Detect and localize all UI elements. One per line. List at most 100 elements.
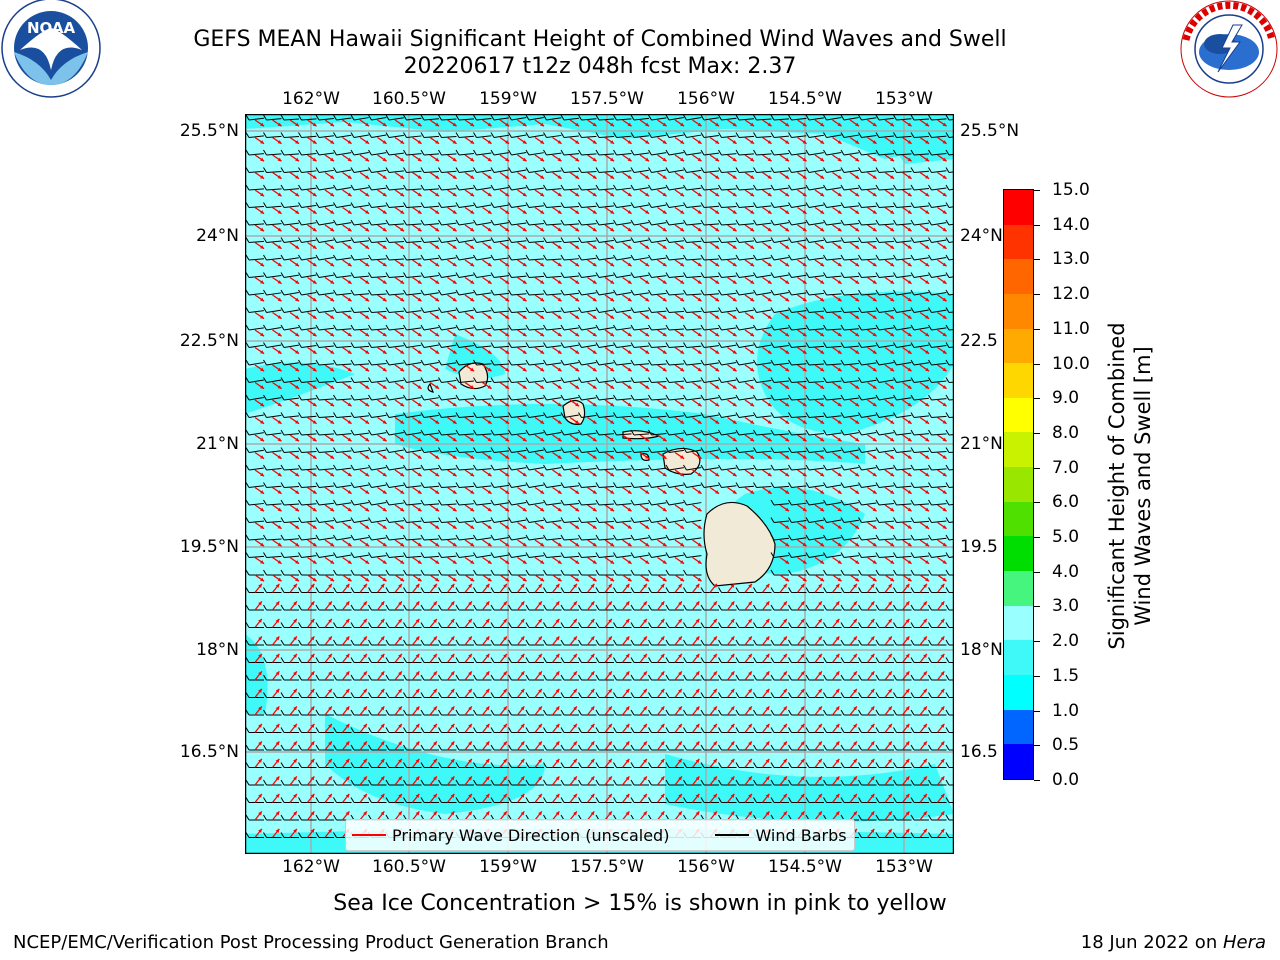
wave-arrow-head xyxy=(505,157,510,162)
wind-barb-flag xyxy=(385,359,390,366)
wave-arrow-head xyxy=(312,402,317,407)
wind-barb xyxy=(528,223,544,226)
wave-arrow-head xyxy=(277,280,282,284)
wind-barb-flag xyxy=(928,394,932,401)
wave-arrow-head xyxy=(610,157,615,162)
wave-arrow-head xyxy=(820,245,825,249)
wave-arrow-head xyxy=(522,472,527,477)
sea-base xyxy=(245,114,954,854)
wave-arrow-head xyxy=(522,175,527,179)
wind-barb xyxy=(896,170,912,173)
wind-barb xyxy=(388,170,404,173)
wind-barb xyxy=(318,292,334,296)
wave-arrow-head xyxy=(330,210,335,214)
wave-arrow-head xyxy=(645,192,650,197)
wind-barb-flag xyxy=(665,377,670,383)
wind-barb-flag xyxy=(420,149,425,156)
wave-arrow-head xyxy=(732,175,737,179)
wave-arrow-head xyxy=(610,420,615,424)
wind-barb xyxy=(896,397,912,401)
wave-arrow-head xyxy=(820,280,825,284)
wind-barb xyxy=(808,257,824,261)
wind-barb xyxy=(948,223,954,226)
wind-barb xyxy=(913,397,929,401)
wind-barb xyxy=(528,275,544,278)
wind-barb-flag xyxy=(280,114,285,121)
wind-barb-flag xyxy=(473,202,477,208)
wave-arrow-head xyxy=(872,297,877,302)
wave-arrow-head xyxy=(820,210,825,214)
wind-barb xyxy=(248,117,264,121)
wind-barb xyxy=(511,240,527,243)
wind-barb-flag xyxy=(578,132,582,138)
wave-arrow-head xyxy=(452,157,457,162)
wind-barb-flag xyxy=(770,272,775,278)
wave-arrow-head xyxy=(330,315,335,319)
wind-barb xyxy=(913,344,929,348)
wind-barb-flag xyxy=(560,289,565,296)
wave-arrow-head xyxy=(907,402,912,407)
wind-barb-flag xyxy=(420,394,425,401)
map-title-line2: 20220617 t12z 048h fcst Max: 2.37 xyxy=(403,54,797,79)
wind-barb-flag xyxy=(508,412,512,418)
wave-arrow-head xyxy=(697,385,702,389)
height-band xyxy=(245,634,268,714)
wind-barb xyxy=(248,240,264,243)
wind-barb-flag xyxy=(578,219,582,226)
wind-barb xyxy=(581,432,597,436)
wind-barb-flag xyxy=(473,447,477,453)
wind-barb-flag xyxy=(858,272,862,278)
wind-barb-flag xyxy=(788,342,792,348)
wave-arrow-head xyxy=(400,437,405,442)
wave-arrow-head xyxy=(697,420,702,424)
wind-barb-flag xyxy=(263,429,267,436)
wind-barb-flag xyxy=(700,184,705,191)
wind-barb xyxy=(913,291,929,296)
wave-arrow-head xyxy=(557,455,562,459)
wind-barb xyxy=(668,275,684,278)
wave-arrow-head xyxy=(750,280,755,284)
wave-arrow-head xyxy=(890,420,895,424)
wind-barb xyxy=(283,379,299,383)
wave-arrow-head xyxy=(942,210,947,214)
wind-barb-flag xyxy=(630,114,635,121)
wave-arrow-head xyxy=(592,192,597,197)
wind-barb xyxy=(686,310,702,313)
wave-arrow-head xyxy=(750,175,755,179)
wave-arrow-head xyxy=(732,385,737,389)
wind-barb-flag xyxy=(788,412,792,418)
wind-barb-flag xyxy=(263,464,267,471)
wind-barb xyxy=(266,292,282,296)
wind-barb xyxy=(406,170,422,173)
wave-arrow-head xyxy=(435,332,440,337)
wind-barb-flag xyxy=(735,377,740,383)
wind-barb xyxy=(546,449,562,453)
wind-barb-flag xyxy=(263,132,267,138)
wind-barb-flag xyxy=(420,167,425,173)
wind-barb xyxy=(563,188,579,191)
wind-barb xyxy=(528,345,544,348)
wind-barb-flag xyxy=(245,359,250,366)
wind-barb xyxy=(721,396,737,401)
wind-barb-flag xyxy=(508,359,512,366)
wind-barb xyxy=(476,468,492,471)
wind-barb-flag xyxy=(595,342,600,348)
wind-barb xyxy=(511,449,527,453)
wind-barb-flag xyxy=(945,237,950,243)
wind-barb xyxy=(826,169,842,173)
wind-barb xyxy=(633,274,649,278)
wind-barb-flag xyxy=(543,359,547,366)
wind-barb-flag xyxy=(648,149,652,156)
wave-arrow-head xyxy=(942,245,947,249)
wind-barb-flag xyxy=(560,307,565,313)
wind-barb xyxy=(336,398,352,401)
wind-barb xyxy=(301,433,317,436)
wind-barb-flag xyxy=(455,289,460,296)
wind-barb-flag xyxy=(438,149,442,156)
wind-barb-flag xyxy=(753,272,757,278)
wind-barb-flag xyxy=(630,289,635,296)
wind-barb xyxy=(318,117,334,121)
wind-barb-flag xyxy=(770,149,775,156)
wind-barb-flag xyxy=(840,412,845,418)
wave-arrow-head xyxy=(522,280,527,284)
